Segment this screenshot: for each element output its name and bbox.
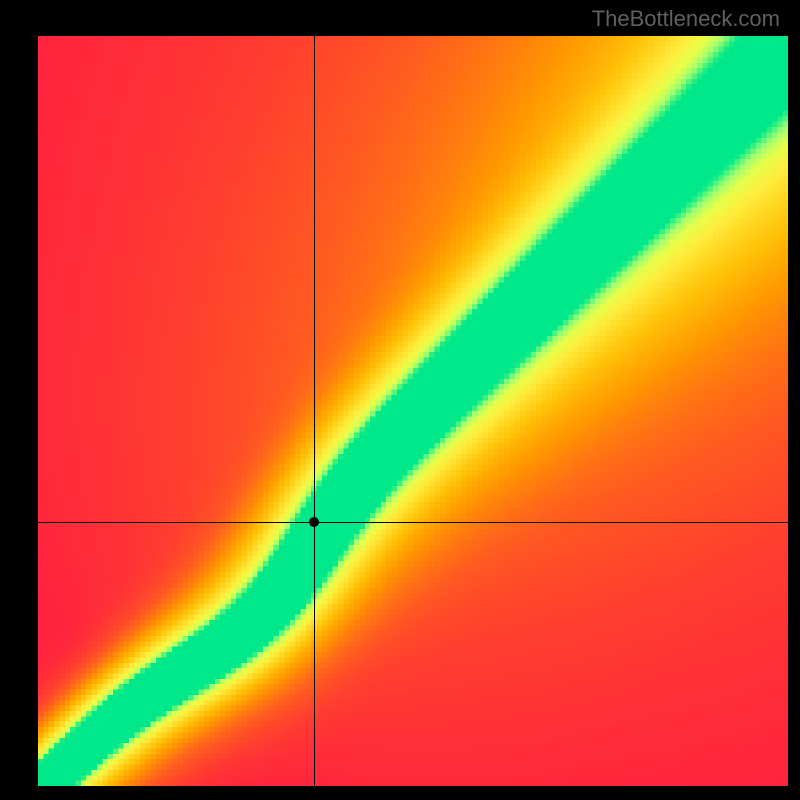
crosshair-vertical bbox=[314, 36, 315, 786]
heatmap-canvas bbox=[38, 36, 788, 786]
watermark-text: TheBottleneck.com bbox=[592, 6, 780, 32]
bottleneck-heatmap-plot bbox=[38, 36, 788, 786]
crosshair-marker-dot bbox=[309, 517, 319, 527]
crosshair-horizontal bbox=[38, 522, 788, 523]
